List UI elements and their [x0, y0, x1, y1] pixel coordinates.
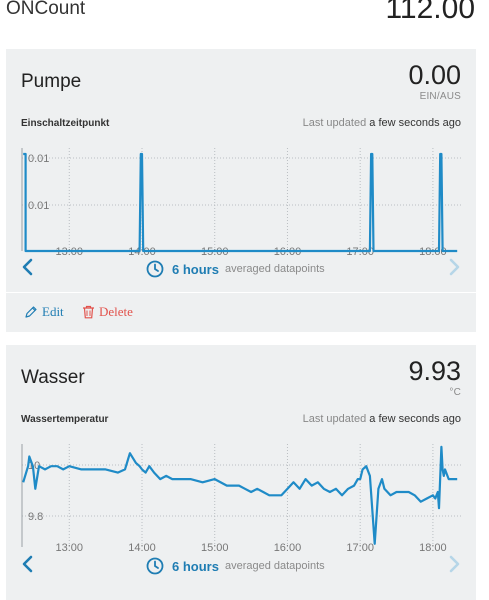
chevron-right-icon[interactable] — [448, 258, 462, 276]
x-tick-label: 14:00 — [128, 542, 156, 554]
pumpe-card: Pumpe 0.00 EIN/AUS Einschaltzeitpunkt La… — [6, 49, 476, 332]
y-tick-label: 9.8 — [28, 511, 43, 523]
last-updated: Last updated a few seconds ago — [303, 413, 461, 425]
time-range-label: 6 hours — [172, 261, 219, 277]
trash-icon — [83, 305, 94, 319]
card-value: 9.93 — [408, 356, 461, 386]
x-tick-label: 14:00 — [128, 246, 156, 258]
card-value: 0.00 — [408, 60, 461, 90]
edit-button[interactable]: Edit — [24, 304, 64, 320]
wasser-card: Wasser 9.93 °C Wassertemperatur Last upd… — [6, 345, 476, 600]
x-tick-label: 18:00 — [419, 542, 447, 554]
time-range-selector[interactable]: 6 hours averaged datapoints — [146, 258, 325, 280]
averaged-label: averaged datapoints — [224, 263, 325, 275]
grid-lines — [22, 444, 462, 547]
card-unit: EIN/AUS — [419, 91, 461, 102]
delete-button[interactable]: Delete — [82, 304, 133, 320]
delete-label: Delete — [99, 304, 133, 319]
series-line — [23, 152, 458, 253]
card-title: Wasser — [21, 367, 85, 388]
time-navigation: 6 hours averaged datapoints — [6, 555, 476, 577]
card-subtitle: Einschaltzeitpunkt — [21, 118, 110, 129]
x-tick-label: 15:00 — [201, 542, 229, 554]
card-unit: °C — [449, 387, 461, 398]
time-range-selector[interactable]: 6 hours averaged datapoints — [146, 555, 325, 577]
pumpe-chart: 13:00 14:00 15:00 16:00 17:00 18:000.010.01 — [21, 148, 462, 258]
x-tick-label: 17:00 — [346, 542, 374, 554]
last-updated-relative: a few seconds ago — [369, 117, 461, 129]
last-updated-relative: a few seconds ago — [369, 413, 461, 425]
card-subtitle: Wassertemperatur — [21, 414, 109, 425]
y-tick-label: 0.01 — [28, 153, 49, 165]
card-divider — [6, 292, 476, 293]
series-line — [22, 445, 458, 545]
edit-label: Edit — [42, 304, 64, 319]
x-tick-label: 13:00 — [56, 542, 84, 554]
x-tick-label: 16:00 — [274, 542, 302, 554]
oncount-label: ONCount — [6, 0, 86, 19]
last-updated-prefix: Last updated — [302, 117, 367, 129]
grid-lines — [22, 148, 462, 251]
clock-icon — [146, 557, 164, 575]
last-updated-prefix: Last updated — [302, 413, 367, 425]
chevron-left-icon[interactable] — [20, 258, 34, 276]
averaged-label: averaged datapoints — [224, 560, 325, 572]
card-title: Pumpe — [21, 71, 82, 92]
oncount-row: ONCount 112.00 — [0, 0, 489, 30]
last-updated: Last updated a few seconds ago — [303, 117, 461, 129]
oncount-value: 112.00 — [385, 0, 475, 25]
chevron-right-icon[interactable] — [448, 555, 462, 573]
time-range-label: 6 hours — [172, 558, 219, 574]
y-tick-label: 0.01 — [28, 200, 49, 212]
time-navigation: 6 hours averaged datapoints — [6, 258, 476, 280]
pencil-icon — [25, 306, 37, 318]
card-actions: Edit Delete — [6, 304, 476, 324]
clock-icon — [146, 260, 164, 278]
chevron-left-icon[interactable] — [20, 555, 34, 573]
